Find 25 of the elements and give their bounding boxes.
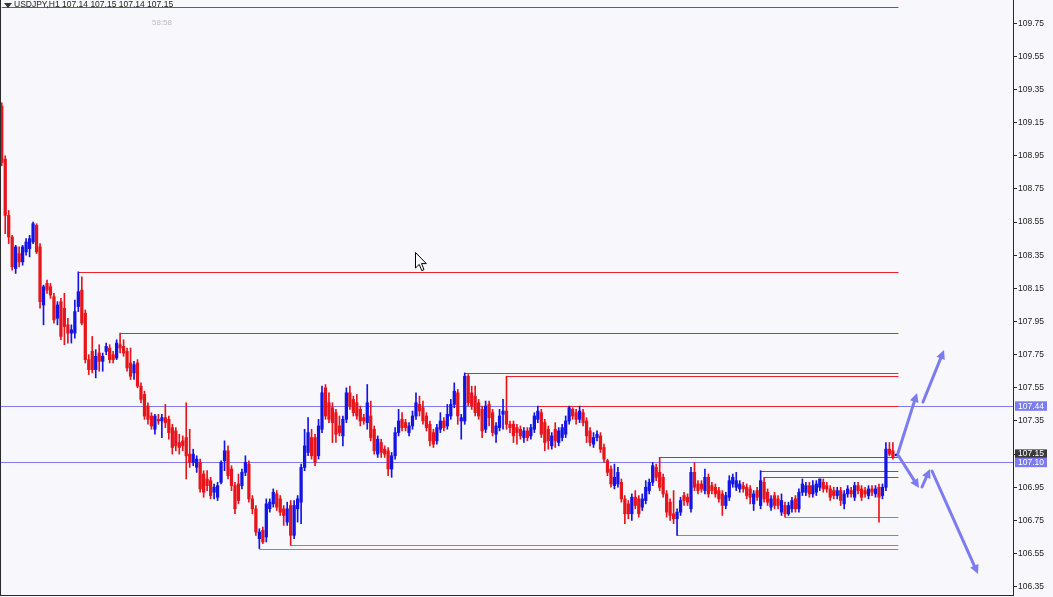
candlestick [501,399,505,430]
y-tick-label: 109.15 [1018,116,1045,127]
y-tick-label: 106.35 [1018,581,1045,592]
y-tick-label: 106.95 [1018,481,1045,492]
y-tick-label: 108.35 [1018,249,1045,260]
ref-line-label: 107.44 [1018,400,1045,411]
y-tick-label: 108.75 [1018,183,1045,194]
y-tick-label: 109.35 [1018,83,1045,94]
y-tick-label: 108.15 [1018,282,1045,293]
candlestick [184,402,188,480]
y-tick-label: 108.55 [1018,216,1045,227]
y-tick-label: 107.35 [1018,415,1045,426]
y-tick-label: 108.95 [1018,150,1045,161]
candlestick [118,332,122,354]
y-tick-label: 109.75 [1018,17,1045,28]
y-tick-label: 107.75 [1018,349,1045,360]
ref-line-label: 107.10 [1018,457,1045,468]
chart-title: USDJPY,H1 107.14 107.15 107.14 107.15 [14,0,174,10]
y-tick-label: 107.15 [1018,448,1045,459]
y-tick-label: 106.55 [1018,547,1045,558]
candlestick [160,414,164,438]
y-tick-label: 107.95 [1018,315,1045,326]
y-tick-label: 106.75 [1018,514,1045,525]
y-tick-label: 107.55 [1018,382,1045,393]
y-tick-label: 109.55 [1018,50,1045,61]
